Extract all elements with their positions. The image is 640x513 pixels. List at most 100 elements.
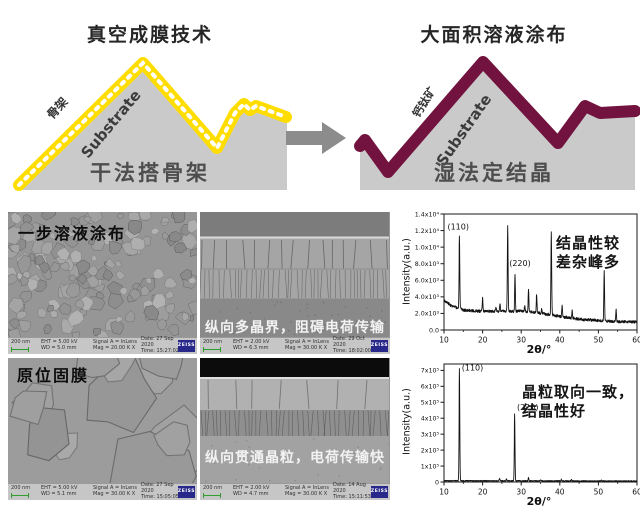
substrate-shape <box>15 67 287 190</box>
sem-image-one-step-surface: 一步溶液涂布 200 nm EHT = 5.00 kV WD = 5.0 mm S… <box>8 212 197 354</box>
schematic-left-caption: 干法搭骨架 <box>90 161 210 185</box>
xrd-chart-one-step: Intensity(a.u.) 10 20 30 40 50 60 0.0 2.0x10³ 4.… <box>402 210 640 360</box>
time-readout: Time: 15:27:02 <box>141 347 179 354</box>
scale-bar <box>203 346 221 352</box>
annotation-line: 结晶性较 <box>556 234 621 252</box>
sem-panel-label: 原位固膜 <box>17 366 90 385</box>
schematic-vacuum-deposition: 真空成膜技术 骨架 Substrate 干法搭骨架 <box>5 6 295 208</box>
zeiss-logo: ZEISS <box>178 486 195 498</box>
annotation-line: 结晶性好 <box>522 401 587 420</box>
sem-metadata-bar: 200 nm EHT = 5.00 kV WD = 5.0 mm Signal A… <box>8 337 197 354</box>
svg-text:50: 50 <box>594 336 604 345</box>
schematic-left-drawing <box>13 57 292 191</box>
svg-text:1.0x10⁴: 1.0x10⁴ <box>415 244 440 251</box>
sem-metadata-bar: 200 nm EHT = 5.00 kV WD = 5.1 mm Signal A… <box>8 483 197 500</box>
svg-text:0: 0 <box>435 479 439 486</box>
svg-text:(110): (110) <box>462 363 484 372</box>
svg-text:60: 60 <box>632 488 640 497</box>
xrd-plot: 10 20 30 40 50 60 0 1x10⁵ 2x10⁵ 3x10⁵ 4x10⁵ 5x10⁵ 6x… <box>421 363 640 497</box>
schematic-right-caption: 湿法定结晶 <box>434 161 554 185</box>
schematic-right-drawing <box>354 56 640 190</box>
eht-readout: EHT = 5.00 kV <box>41 339 78 346</box>
mag-readout: Mag = 30.00 K X <box>285 491 328 497</box>
eht-readout: EHT = 2.00 kV <box>233 339 270 346</box>
sem-micrograph <box>8 358 197 484</box>
svg-text:40: 40 <box>555 336 565 345</box>
zeiss-logo: ZEISS <box>371 486 388 498</box>
svg-text:6.0x10³: 6.0x10³ <box>415 278 440 285</box>
mag-readout: Mag = 20.00 K X <box>93 345 136 351</box>
signal-readout: Signal A = InLens <box>285 339 329 346</box>
sem-metadata-bar: 200 nm EHT = 2.00 kV WD = 6.3 mm Signal A… <box>200 337 390 354</box>
schematic-right-title: 大面积溶液涂布 <box>420 24 568 46</box>
svg-text:20: 20 <box>478 488 488 497</box>
sem-micrograph <box>200 212 389 338</box>
scale-bar <box>11 492 29 498</box>
scale-bar <box>203 492 221 498</box>
zeiss-logo: ZEISS <box>178 340 195 352</box>
sem-micrograph <box>8 212 197 338</box>
time-readout: Time: 15:05:05 <box>141 493 179 500</box>
svg-text:30: 30 <box>516 488 526 497</box>
xrd-chart-insitu: Intensity(a.u.) 10 20 30 40 50 60 0 1x10⁵ 2x10⁵ 3… <box>402 360 640 510</box>
svg-text:50: 50 <box>594 488 604 497</box>
svg-text:2x10⁵: 2x10⁵ <box>421 447 440 454</box>
eht-readout: EHT = 2.00 kV <box>233 485 270 492</box>
svg-text:0.0: 0.0 <box>429 327 439 334</box>
schematic-left-title: 真空成膜技术 <box>86 24 213 46</box>
eht-readout: EHT = 5.00 kV <box>41 485 78 492</box>
svg-text:8.0x10³: 8.0x10³ <box>415 261 440 268</box>
x-axis-label: 2θ/° <box>526 495 552 508</box>
svg-text:4.0x10³: 4.0x10³ <box>415 294 440 301</box>
sem-panel-caption: 纵向多晶界，阻碍电荷传输 <box>205 320 385 336</box>
svg-text:(220): (220) <box>517 403 539 412</box>
annotation-line: 差杂峰多 <box>556 252 621 271</box>
scale-bar <box>11 346 29 352</box>
wd-readout: WD = 5.1 mm <box>41 491 77 497</box>
svg-text:(220): (220) <box>509 259 531 268</box>
svg-text:20: 20 <box>478 336 488 345</box>
mag-readout: Mag = 30.00 K X <box>93 491 136 497</box>
svg-text:10: 10 <box>439 488 449 497</box>
scale-readout: 200 nm <box>8 339 41 352</box>
sem-panel-label: 一步溶液涂布 <box>18 224 127 243</box>
svg-text:1x10⁵: 1x10⁵ <box>421 463 440 470</box>
svg-text:5x10⁵: 5x10⁵ <box>421 400 440 407</box>
wd-readout: WD = 6.3 mm <box>233 345 269 351</box>
date-readout: Date: 14 Aug 2020 <box>333 482 366 495</box>
signal-readout: Signal A = InLens <box>285 485 329 492</box>
zeiss-logo: ZEISS <box>371 340 388 352</box>
mag-readout: Mag = 30.00 K X <box>285 345 328 351</box>
annotation-poor-crystallinity: 结晶性较 差杂峰多 <box>556 234 620 272</box>
schematic-solution-coating: 大面积溶液涂布 钙钛矿 Substrate 湿法定结晶 <box>348 6 640 208</box>
svg-text:(110): (110) <box>447 223 469 232</box>
sem-image-crosssection-multigrain: 纵向多晶界，阻碍电荷传输 200 nm EHT = 2.00 kV WD = 6.… <box>200 212 390 354</box>
svg-text:4x10⁵: 4x10⁵ <box>421 416 440 423</box>
svg-text:10: 10 <box>439 336 449 345</box>
time-readout: Time: 15:11:53 <box>333 493 371 500</box>
annotation-good-crystallinity: 晶粒取向一致， 结晶性好 <box>522 383 634 421</box>
sem-panel-caption: 纵向贯通晶粒，电荷传输快 <box>205 450 385 466</box>
scale-readout: 200 nm <box>200 485 233 498</box>
signal-readout: Signal A = InLens <box>93 485 137 492</box>
date-readout: Date: 29 Oct 2020 <box>333 336 365 349</box>
wd-readout: WD = 5.0 mm <box>41 345 77 351</box>
signal-readout: Signal A = InLens <box>93 339 137 346</box>
xrd-plot: 10 20 30 40 50 60 0.0 2.0x10³ 4.0x10³ 6.0x10³ 8.0x… <box>415 211 640 345</box>
svg-text:7x10⁵: 7x10⁵ <box>421 368 440 375</box>
svg-text:40: 40 <box>555 488 565 497</box>
date-readout: Date: 27 Sep 2020 <box>141 336 174 349</box>
sem-metadata-bar: 200 nm EHT = 2.00 kV WD = 4.7 mm Signal A… <box>200 483 390 500</box>
sem-image-insitu-surface: 原位固膜 200 nm EHT = 5.00 kV WD = 5.1 mm Sig… <box>8 358 197 500</box>
svg-text:30: 30 <box>516 336 526 345</box>
sem-image-crosssection-throughgrain: 纵向贯通晶粒，电荷传输快 200 nm EHT = 2.00 kV WD = 4.… <box>200 358 390 500</box>
svg-text:2.0x10³: 2.0x10³ <box>415 311 440 318</box>
wd-readout: WD = 4.7 mm <box>233 491 269 497</box>
time-readout: Time: 18:02:00 <box>333 347 371 354</box>
substrate-shape <box>360 68 635 190</box>
skeleton-coating-texture <box>17 60 288 187</box>
right-arrow-icon <box>286 122 346 154</box>
sem-micrograph <box>200 358 389 484</box>
x-axis-label: 2θ/° <box>526 343 552 356</box>
